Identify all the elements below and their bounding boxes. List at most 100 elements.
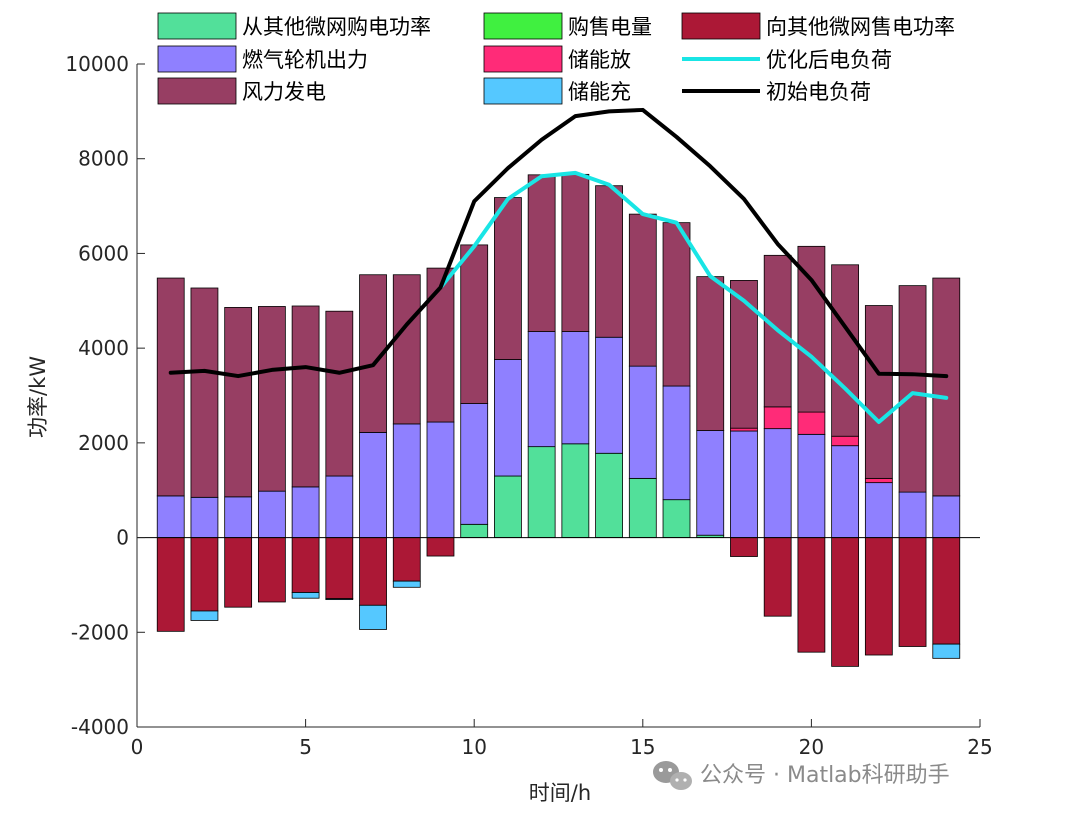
bar-s3-h4 xyxy=(257,490,286,538)
bar-s2-h2 xyxy=(190,537,219,612)
bar-s6-h20 xyxy=(797,245,826,413)
bar-s5-h8 xyxy=(392,580,421,588)
bar-s6-h11 xyxy=(494,197,522,360)
legend-swatch-4 xyxy=(483,45,563,73)
x-tick-label: 5 xyxy=(299,735,312,759)
bar-s0-h11 xyxy=(494,475,522,538)
bar-s0-h13 xyxy=(561,443,590,538)
bar-s4-h18 xyxy=(730,427,758,432)
bar-s6-h16 xyxy=(662,222,691,387)
bar-s3-h9 xyxy=(426,421,455,538)
legend-label-8: 初始电负荷 xyxy=(766,80,871,104)
legend-label-7: 优化后电负荷 xyxy=(766,48,892,72)
bar-s3-h5 xyxy=(291,486,320,538)
bar-s6-h13 xyxy=(561,173,590,332)
bar-s2-h6 xyxy=(325,537,354,600)
legend-label-2: 向其他微网售电功率 xyxy=(766,15,955,39)
bar-s3-h7 xyxy=(359,432,387,538)
legend-swatch-1 xyxy=(483,12,563,40)
legend-swatch-6 xyxy=(157,77,237,105)
bar-s2-h7 xyxy=(359,537,387,606)
bar-s5-h2 xyxy=(190,610,219,621)
bar-s3-h14 xyxy=(595,336,623,454)
bar-s4-h21 xyxy=(831,435,860,447)
y-tick-label: -2000 xyxy=(71,620,129,644)
bar-s6-h9 xyxy=(426,267,455,423)
bar-s6-h14 xyxy=(595,185,623,338)
bar-s3-h13 xyxy=(561,331,590,445)
bar-s2-h21 xyxy=(831,537,860,667)
watermark-text: 公众号 · Matlab科研助手 xyxy=(700,763,950,788)
x-axis-label: 时间/h xyxy=(529,781,591,805)
bar-s2-h20 xyxy=(797,537,826,653)
legend-swatch-5 xyxy=(483,77,563,105)
bar-s2-h19 xyxy=(763,537,792,617)
x-tick-label: 0 xyxy=(131,735,144,759)
bar-s2-h3 xyxy=(224,537,253,608)
y-tick-label: 10000 xyxy=(65,52,129,76)
bar-s6-h4 xyxy=(257,306,286,492)
bar-s3-h2 xyxy=(190,496,219,538)
bars-layer xyxy=(156,173,961,667)
bar-s2-h5 xyxy=(291,537,320,593)
bar-s2-h9 xyxy=(426,537,455,557)
bar-s6-h15 xyxy=(628,213,657,367)
legend-label-4: 储能放 xyxy=(568,48,631,72)
bar-s2-h23 xyxy=(898,537,927,647)
bar-s4-h19 xyxy=(763,406,792,430)
x-tick-label: 10 xyxy=(461,735,486,759)
line-series-1 xyxy=(168,107,949,379)
bar-s0-h16 xyxy=(662,499,691,538)
legend-label-6: 风力发电 xyxy=(242,80,326,104)
watermark: 公众号 · Matlab科研助手 xyxy=(653,761,950,790)
y-tick-label: -4000 xyxy=(71,715,129,739)
y-tick-label: 8000 xyxy=(78,147,129,171)
bar-s3-h18 xyxy=(730,430,758,538)
legend-swatch-3 xyxy=(157,45,237,73)
bar-s0-h10 xyxy=(460,523,489,538)
bar-s6-h18 xyxy=(730,280,758,429)
bar-s3-h17 xyxy=(696,430,725,536)
bar-s3-h10 xyxy=(460,403,489,525)
bar-s6-h12 xyxy=(527,174,556,332)
bar-s6-h10 xyxy=(460,244,489,404)
bar-s3-h20 xyxy=(797,433,826,538)
legend-swatch-2 xyxy=(681,12,761,40)
x-tick-label: 20 xyxy=(799,735,824,759)
bar-s6-h23 xyxy=(898,285,927,493)
bar-s3-h11 xyxy=(494,359,522,477)
bar-s6-h5 xyxy=(291,305,320,488)
bar-s6-h2 xyxy=(190,287,219,498)
bar-s2-h22 xyxy=(864,537,893,656)
bar-s5-h24 xyxy=(932,643,961,659)
bar-s3-h22 xyxy=(864,482,893,538)
bar-s3-h6 xyxy=(325,475,354,538)
bar-s0-h15 xyxy=(628,477,657,538)
bar-s6-h22 xyxy=(864,305,893,479)
bar-s6-h17 xyxy=(696,276,725,431)
bar-s3-h1 xyxy=(156,495,185,538)
y-axis-label: 功率/kW xyxy=(26,356,50,438)
legend-label-5: 储能充 xyxy=(568,80,631,104)
x-tick-label: 15 xyxy=(630,735,655,759)
bar-s4-h22 xyxy=(864,477,893,484)
bar-s3-h3 xyxy=(224,496,253,538)
legend-label-3: 燃气轮机出力 xyxy=(242,48,368,72)
legend-label-1: 购售电量 xyxy=(568,15,652,39)
lines-layer xyxy=(168,107,949,425)
bar-s2-h24 xyxy=(932,537,961,645)
bar-s0-h12 xyxy=(527,446,556,538)
bar-s4-h20 xyxy=(797,411,826,435)
bar-s6-h8 xyxy=(392,274,421,425)
y-tick-label: 2000 xyxy=(78,431,129,455)
bar-s2-h1 xyxy=(156,537,185,632)
x-tick-label: 25 xyxy=(967,735,992,759)
bar-s0-h14 xyxy=(595,452,623,538)
bar-s2-h18 xyxy=(730,537,758,557)
y-tick-label: 0 xyxy=(116,526,129,550)
bar-s3-h16 xyxy=(662,385,691,501)
bar-s6-h3 xyxy=(224,307,253,498)
bar-s3-h24 xyxy=(932,495,961,538)
